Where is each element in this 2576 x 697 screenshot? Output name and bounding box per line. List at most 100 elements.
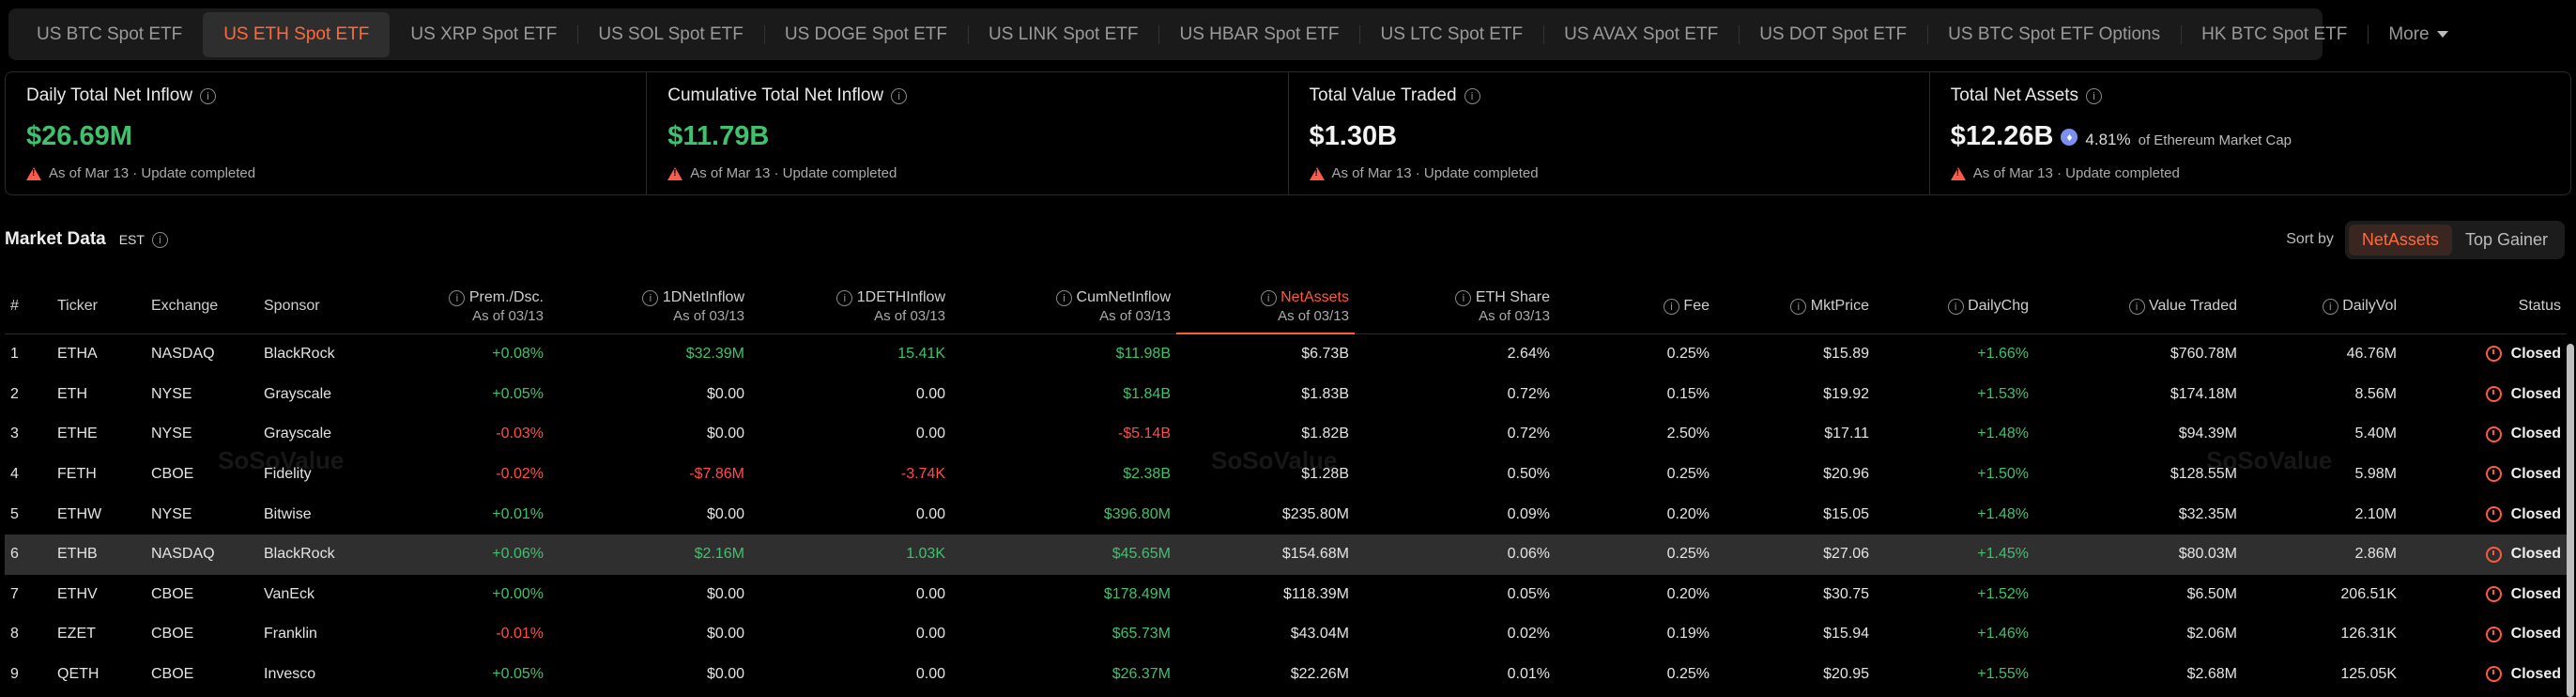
daily-chg-cell: +1.66% <box>1977 346 2029 363</box>
status-cell: Closed <box>2402 375 2567 415</box>
tab-us-dot-spot-etf[interactable]: US DOT Spot ETF <box>1739 12 1927 57</box>
table-row[interactable]: 6 ETHB NASDAQ BlackRock +0.06% $2.16M 1.03K $45… <box>5 534 2567 575</box>
col-cum-net-inflow[interactable]: i CumNetInflow As of 03/13 <box>951 280 1176 334</box>
prem-dsc-cell: -0.02% <box>496 466 544 483</box>
card-title: Daily Total Net Inflow <box>26 85 193 105</box>
info-icon[interactable]: i <box>2085 87 2102 104</box>
scrollbar[interactable] <box>2567 344 2574 697</box>
net-inflow-cell: $0.00 <box>706 505 744 522</box>
col-label: Value Traded <box>2149 298 2237 315</box>
exchange-cell: NASDAQ <box>146 534 258 575</box>
card-title: Total Value Traded <box>1309 85 1457 105</box>
col-prem-dsc[interactable]: i Prem./Dsc. As of 03/13 <box>399 280 549 334</box>
tab-us-avax-spot-etf[interactable]: US AVAX Spot ETF <box>1543 12 1739 57</box>
sort-netassets-button[interactable]: NetAssets <box>2348 224 2452 256</box>
info-icon[interactable]: i <box>891 87 908 104</box>
eth-inflow-cell: 0.00 <box>915 426 945 442</box>
table-row[interactable]: 2 ETH NYSE Grayscale +0.05% $0.00 0.00 $1.84B $1… <box>5 375 2567 415</box>
card-value: $1.30B <box>1309 121 1398 151</box>
col-num: # <box>5 280 52 334</box>
info-icon[interactable]: i <box>1947 299 1964 316</box>
daily-chg-cell: +1.48% <box>1977 505 2029 522</box>
cumulative-net-inflow-card: Cumulative Total Net Inflow i $11.79B As … <box>646 72 1287 194</box>
net-assets-cell: $1.83B <box>1301 385 1349 402</box>
ticker-cell: ETHV <box>57 585 98 602</box>
net-inflow-cell: $0.00 <box>706 626 744 643</box>
row-number: 7 <box>10 585 19 602</box>
col-eth-share[interactable]: i ETH Share As of 03/13 <box>1355 280 1556 334</box>
row-number: 3 <box>10 426 19 442</box>
clock-icon <box>2485 386 2502 403</box>
status-label: Closed <box>2510 666 2561 683</box>
table-row[interactable]: 7 ETHV CBOE VanEck +0.00% $0.00 0.00 $178.49M $1… <box>5 575 2567 615</box>
prem-dsc-cell: +0.05% <box>492 385 544 402</box>
table-row[interactable]: 3 ETHE NYSE Grayscale -0.03% $0.00 0.00 -$5.14B… <box>5 414 2567 455</box>
mkt-price-cell: $20.95 <box>1823 666 1869 683</box>
card-value: $12.26B <box>1950 121 2054 151</box>
clock-icon <box>2485 466 2502 483</box>
info-icon[interactable]: i <box>1260 289 1277 306</box>
tab-us-eth-spot-etf[interactable]: US ETH Spot ETF <box>203 11 391 57</box>
tab-us-sol-spot-etf[interactable]: US SOL Spot ETF <box>577 12 764 57</box>
card-title: Total Net Assets <box>1950 85 2078 105</box>
row-number: 5 <box>10 505 19 522</box>
value-traded-cell: $2.68M <box>2186 666 2237 683</box>
col-daily-chg[interactable]: i DailyChg <box>1875 280 2034 334</box>
col-fee[interactable]: i Fee <box>1556 280 1715 334</box>
info-icon[interactable]: i <box>1455 289 1472 306</box>
tab-us-hbar-spot-etf[interactable]: US HBAR Spot ETF <box>1158 12 1359 57</box>
sponsor-cell: BlackRock <box>264 346 335 363</box>
info-icon[interactable]: i <box>449 289 466 306</box>
col-mkt-price[interactable]: i MktPrice <box>1715 280 1875 334</box>
status-cell: Closed <box>2402 414 2567 455</box>
daily-chg-cell: +1.46% <box>1977 626 2029 643</box>
info-icon[interactable]: i <box>200 87 217 104</box>
info-icon[interactable]: i <box>1663 299 1679 316</box>
table-row[interactable]: 1 ETHA NASDAQ BlackRock +0.08% $32.39M 15.41K $… <box>5 333 2567 375</box>
table-row[interactable]: 4 FETH CBOE Fidelity -0.02% -$7.86M -3.74K $2.3… <box>5 455 2567 495</box>
col-1d-net-inflow[interactable]: i 1DNetInflow As of 03/13 <box>549 280 750 334</box>
table-row[interactable]: 5 ETHW NYSE Bitwise +0.01% $0.00 0.00 $396.80M $… <box>5 494 2567 534</box>
exchange-cell: NASDAQ <box>151 346 215 363</box>
col-sponsor: Sponsor <box>258 280 399 334</box>
sort-top-gainer-button[interactable]: Top Gainer <box>2464 229 2548 249</box>
tab-us-doge-spot-etf[interactable]: US DOGE Spot ETF <box>763 12 968 57</box>
table-row[interactable]: 9 QETH CBOE Invesco +0.05% $0.00 0.00 $26.37M $2… <box>5 655 2567 695</box>
info-icon[interactable]: i <box>1464 87 1480 104</box>
info-icon[interactable]: i <box>1790 299 1807 316</box>
info-icon[interactable]: i <box>151 231 168 248</box>
market-data-header: Market Data EST i Sort by NetAssets Top … <box>5 220 2565 259</box>
tab-us-btc-spot-etf[interactable]: US BTC Spot ETF <box>37 23 183 44</box>
status-label: Closed <box>2510 385 2561 402</box>
col-net-assets[interactable]: i NetAssets As of 03/13 <box>1176 280 1355 334</box>
fee-cell: 0.25% <box>1666 466 1710 483</box>
sponsor-cell: Grayscale <box>264 385 332 402</box>
col-label: DailyChg <box>1968 298 2029 315</box>
info-icon[interactable]: i <box>642 289 659 306</box>
col-exchange: Exchange <box>146 280 258 334</box>
update-status: As of Mar 13 · Update completed <box>1331 165 1539 181</box>
info-icon[interactable]: i <box>1056 289 1073 306</box>
table-row[interactable]: 8 EZET CBOE Franklin -0.01% $0.00 0.00 $65.73M $… <box>5 614 2567 655</box>
col-value-traded[interactable]: i Value Traded <box>2034 280 2243 334</box>
tab-us-btc-spot-etf-options[interactable]: US BTC Spot ETF Options <box>1927 12 2181 57</box>
col-daily-vol[interactable]: i DailyVol <box>2243 280 2402 334</box>
col-label: Fee <box>1683 298 1710 315</box>
fee-cell: 0.25% <box>1556 534 1715 575</box>
col-label: MktPrice <box>1810 298 1869 315</box>
tab-us-link-spot-etf[interactable]: US LINK Spot ETF <box>968 12 1158 57</box>
exchange-cell: NYSE <box>151 505 192 522</box>
tab-hk-btc-spot-etf[interactable]: HK BTC Spot ETF <box>2181 12 2368 57</box>
more-dropdown[interactable]: More <box>2368 12 2468 57</box>
timezone-label[interactable]: EST <box>118 232 145 247</box>
tab-us-xrp-spot-etf[interactable]: US XRP Spot ETF <box>410 23 558 44</box>
status-cell: Closed <box>2402 614 2567 655</box>
tab-us-ltc-spot-etf[interactable]: US LTC Spot ETF <box>1359 12 1543 57</box>
info-icon[interactable]: i <box>2322 299 2338 316</box>
mkt-price-cell: $30.75 <box>1823 585 1869 602</box>
col-1d-eth-inflow[interactable]: i 1DETHInflow As of 03/13 <box>750 280 951 334</box>
eth-inflow-cell: 0.00 <box>915 385 945 402</box>
info-icon[interactable]: i <box>836 289 853 306</box>
net-inflow-cell: $0.00 <box>706 666 744 683</box>
info-icon[interactable]: i <box>2128 299 2145 316</box>
